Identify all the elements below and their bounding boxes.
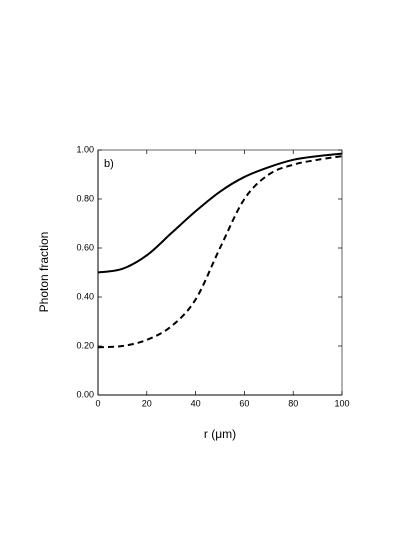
y-tick-label: 0.20 xyxy=(76,340,94,350)
x-tick-label: 100 xyxy=(334,398,349,408)
line-series xyxy=(97,152,343,274)
x-tick-label: 60 xyxy=(239,398,249,408)
x-tick-label: 20 xyxy=(142,398,152,408)
y-tick-label: 0.40 xyxy=(76,291,94,301)
x-tick-label: 0 xyxy=(95,398,100,408)
y-tick-label: 1.00 xyxy=(76,144,94,154)
y-tick-label: 0.00 xyxy=(76,389,94,399)
x-tick-label: 80 xyxy=(288,398,298,408)
x-axis-label: r (μm) xyxy=(204,427,236,441)
x-tick-label: 40 xyxy=(191,398,201,408)
plot-frame xyxy=(97,149,343,396)
annotation: b) xyxy=(104,158,114,170)
y-tick-label: 0.60 xyxy=(76,242,94,252)
line-series xyxy=(97,155,343,349)
y-axis-label: Photon fraction xyxy=(37,232,51,313)
y-tick-label: 0.80 xyxy=(76,193,94,203)
